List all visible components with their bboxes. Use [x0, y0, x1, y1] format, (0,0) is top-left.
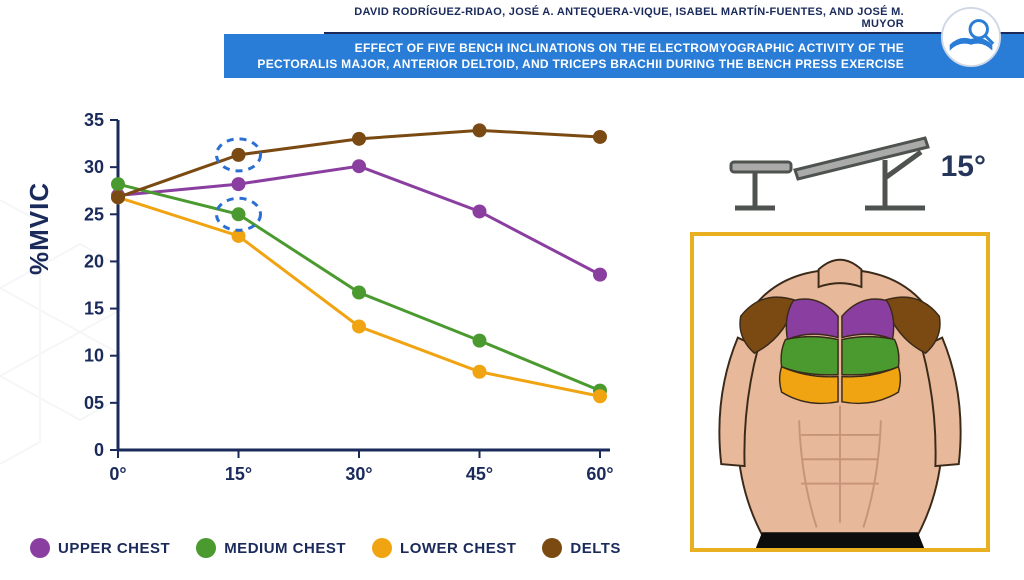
chart-legend: UPPER CHEST MEDIUM CHEST LOWER CHEST DELTS: [30, 538, 621, 558]
study-logo-icon: [940, 6, 1002, 68]
svg-text:20: 20: [84, 251, 104, 271]
legend-dot: [542, 538, 562, 558]
title-line-2: PECTORALIS MAJOR, ANTERIOR DELTOID, AND …: [257, 57, 904, 71]
anatomy-svg: [694, 236, 986, 552]
series-point-lower_chest: [352, 319, 366, 333]
svg-text:10: 10: [84, 346, 104, 366]
chart-svg: 0 05 10 15 20 25 30 35 0° 15° 30° 45° 60°: [40, 110, 620, 510]
legend-item-medium_chest: MEDIUM CHEST: [196, 538, 346, 558]
bench-angle-label: 15°: [941, 150, 986, 184]
series-point-lower_chest: [473, 365, 487, 379]
authors-line: DAVID RODRÍGUEZ-RIDAO, JOSÉ A. ANTEQUERA…: [324, 0, 1024, 34]
legend-label: UPPER CHEST: [58, 540, 170, 557]
series-point-delts: [593, 130, 607, 144]
series-point-upper_chest: [473, 204, 487, 218]
svg-text:45°: 45°: [466, 464, 493, 484]
svg-text:30: 30: [84, 157, 104, 177]
svg-text:05: 05: [84, 393, 104, 413]
series-point-delts: [232, 148, 246, 162]
series-point-medium_chest: [352, 286, 366, 300]
side-panel: 15°: [690, 130, 990, 552]
title-line-1: EFFECT OF FIVE BENCH INCLINATIONS ON THE…: [355, 41, 904, 55]
legend-label: MEDIUM CHEST: [224, 540, 346, 557]
mvic-line-chart: %MVIC 0051015202530350°15°30°45°60°: [40, 110, 620, 510]
series-point-lower_chest: [593, 389, 607, 403]
anatomy-diagram: [690, 232, 990, 552]
series-point-delts: [473, 123, 487, 137]
svg-text:15: 15: [84, 299, 104, 319]
series-point-upper_chest: [232, 177, 246, 191]
series-point-medium_chest: [232, 207, 246, 221]
series-point-upper_chest: [593, 268, 607, 282]
legend-dot: [372, 538, 392, 558]
series-point-delts: [111, 190, 125, 204]
series-point-upper_chest: [352, 159, 366, 173]
series-point-delts: [352, 132, 366, 146]
legend-label: DELTS: [570, 540, 621, 557]
svg-text:0°: 0°: [109, 464, 126, 484]
series-point-medium_chest: [473, 334, 487, 348]
title-bar: EFFECT OF FIVE BENCH INCLINATIONS ON THE…: [224, 34, 1024, 78]
svg-text:15°: 15°: [225, 464, 252, 484]
series-point-medium_chest: [111, 177, 125, 191]
svg-text:35: 35: [84, 110, 104, 130]
legend-dot: [196, 538, 216, 558]
svg-text:30°: 30°: [345, 464, 372, 484]
legend-item-delts: DELTS: [542, 538, 621, 558]
header: DAVID RODRÍGUEZ-RIDAO, JOSÉ A. ANTEQUERA…: [0, 0, 1024, 78]
legend-dot: [30, 538, 50, 558]
legend-item-lower_chest: LOWER CHEST: [372, 538, 516, 558]
legend-label: LOWER CHEST: [400, 540, 516, 557]
legend-item-upper_chest: UPPER CHEST: [30, 538, 170, 558]
svg-text:25: 25: [84, 204, 104, 224]
svg-text:0: 0: [94, 440, 104, 460]
bench-icon: [725, 130, 955, 220]
svg-text:60°: 60°: [586, 464, 613, 484]
y-axis-label: %MVIC: [24, 182, 55, 275]
